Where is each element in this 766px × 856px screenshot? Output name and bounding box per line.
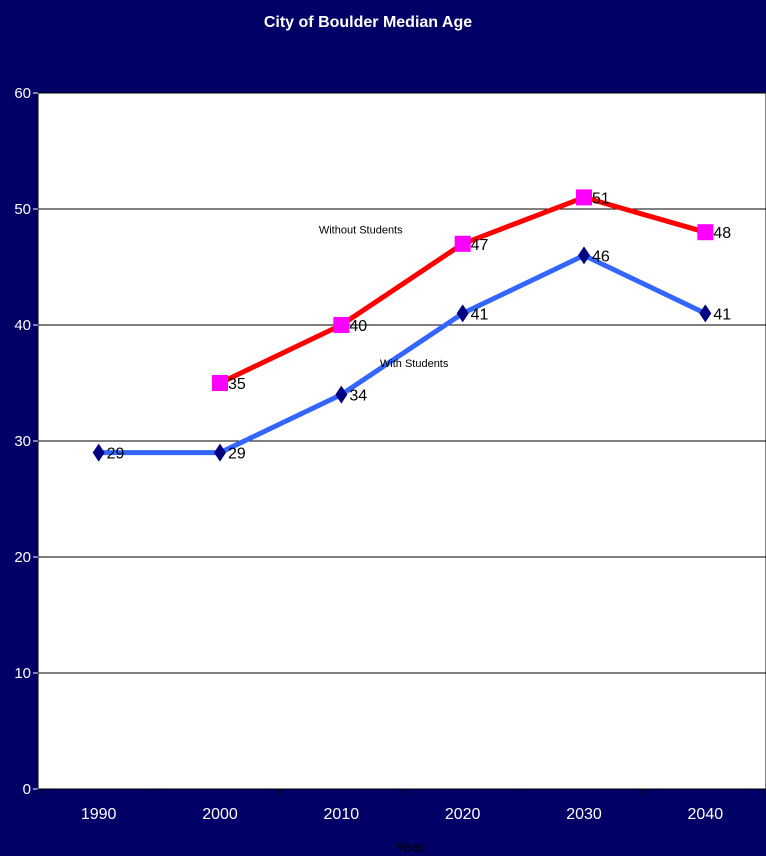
y-tick-label: 60 bbox=[14, 85, 31, 102]
x-axis-label: Year bbox=[395, 839, 425, 856]
series-1: 35 40 47 51 48 Without Students bbox=[212, 189, 731, 393]
data-point-square bbox=[212, 375, 228, 391]
gridlines bbox=[38, 208, 766, 674]
data-point-diamond bbox=[456, 304, 469, 323]
series-layer: 35 40 47 51 48 Without Students 29 29 34 41 46 41 Wi… bbox=[92, 189, 731, 463]
y-tick-label: 50 bbox=[14, 201, 31, 218]
x-tick-label: 2000 bbox=[202, 806, 238, 823]
data-label: 48 bbox=[713, 225, 731, 242]
data-label: 29 bbox=[107, 446, 125, 463]
y-tick-label: 20 bbox=[14, 549, 31, 566]
data-point-square bbox=[576, 189, 592, 206]
data-label: 47 bbox=[471, 237, 489, 254]
x-tick-label: 1990 bbox=[81, 806, 117, 823]
x-tick-label: 2040 bbox=[688, 806, 724, 823]
data-point-diamond bbox=[92, 443, 105, 462]
y-tick-label: 30 bbox=[14, 433, 31, 450]
x-tick-label: 2030 bbox=[566, 806, 602, 823]
data-point-diamond bbox=[699, 304, 712, 323]
data-label: 41 bbox=[713, 306, 731, 323]
data-point-square bbox=[697, 224, 714, 241]
data-point-square bbox=[454, 235, 471, 252]
data-point-square bbox=[333, 317, 350, 333]
x-tick-label: 2020 bbox=[445, 806, 481, 823]
series-2: 29 29 34 41 46 41 With Students bbox=[92, 246, 731, 463]
y-tick-label: 0 bbox=[23, 781, 31, 798]
data-label: 29 bbox=[228, 446, 246, 463]
y-tick-label: 10 bbox=[14, 665, 31, 682]
series-name-label: Without Students bbox=[319, 224, 403, 236]
x-tick-label: 2010 bbox=[324, 806, 360, 823]
data-label: 46 bbox=[592, 248, 610, 265]
data-point-diamond bbox=[214, 443, 226, 462]
series-line bbox=[98, 252, 707, 456]
y-tick-label: 40 bbox=[14, 317, 31, 334]
data-label: 34 bbox=[349, 388, 367, 405]
series-name-label: With Students bbox=[380, 358, 449, 370]
data-point-diamond bbox=[335, 385, 348, 404]
data-label: 35 bbox=[228, 376, 246, 393]
data-label: 41 bbox=[471, 306, 489, 323]
chart-title: City of Boulder Median Age bbox=[264, 14, 472, 31]
data-label: 40 bbox=[349, 318, 367, 335]
data-point-diamond bbox=[578, 246, 590, 265]
data-label: 51 bbox=[592, 190, 610, 207]
